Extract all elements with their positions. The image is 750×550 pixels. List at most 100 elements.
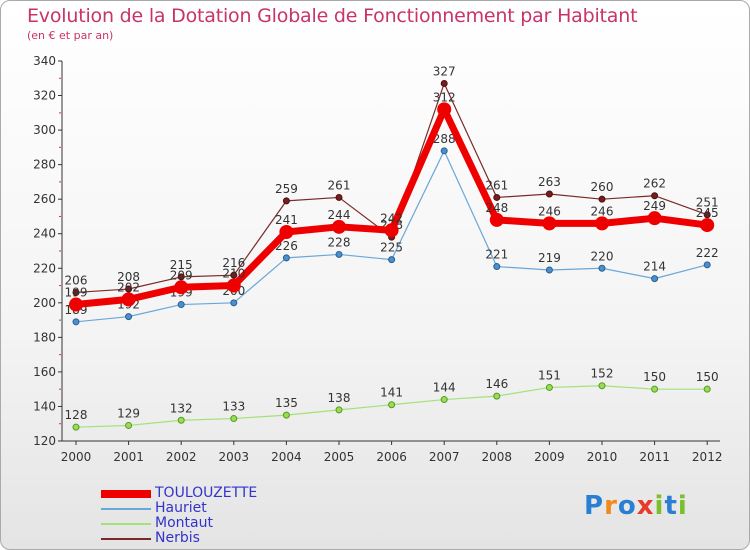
legend-label: TOULOUZETTE — [155, 485, 258, 501]
data-label-montaut: 141 — [380, 386, 403, 400]
data-point-hauriet — [125, 313, 133, 321]
data-label-hauriet: 214 — [643, 260, 666, 274]
data-point-hauriet — [388, 256, 396, 264]
chart-subtitle: (en € et par an) — [27, 29, 114, 42]
data-point-toulouzette — [69, 297, 83, 312]
data-point-montaut — [545, 383, 553, 391]
y-tick-label: 320 — [33, 89, 56, 103]
data-point-montaut — [335, 406, 343, 414]
data-label-nerbis: 261 — [328, 178, 351, 192]
data-label-toulouzette: 246 — [538, 204, 561, 218]
y-tick-label: 260 — [33, 192, 56, 206]
data-point-toulouzette — [647, 211, 662, 226]
data-point-hauriet — [651, 275, 659, 283]
y-tick-label: 160 — [33, 365, 56, 379]
series-toulouzette: 199 202 209 210 241 244 242 312 248 246 246 249 245 — [65, 90, 719, 312]
x-tick-label: 2007 — [429, 450, 460, 464]
data-label-hauriet: 288 — [433, 132, 456, 146]
data-label-toulouzette: 242 — [380, 211, 403, 225]
y-tick-label: 340 — [33, 54, 56, 68]
logo-letter: i — [654, 491, 665, 521]
logo-letter: o — [617, 491, 637, 521]
legend-swatch — [101, 522, 151, 525]
data-label-montaut: 146 — [485, 377, 508, 391]
data-point-montaut — [177, 416, 185, 424]
data-point-montaut — [440, 396, 448, 404]
data-point-nerbis — [493, 193, 501, 201]
data-label-nerbis: 251 — [696, 196, 719, 210]
data-point-nerbis — [545, 190, 553, 198]
data-label-montaut: 151 — [538, 368, 561, 382]
data-label-montaut: 152 — [591, 367, 614, 381]
y-tick-label: 140 — [33, 399, 56, 413]
data-point-nerbis — [335, 193, 343, 201]
data-point-montaut — [703, 385, 711, 393]
data-label-nerbis: 206 — [65, 273, 88, 287]
data-point-toulouzette — [121, 292, 136, 307]
data-label-toulouzette: 312 — [433, 90, 456, 104]
legend-item-toulouzette: TOULOUZETTE — [101, 486, 257, 501]
data-label-montaut: 150 — [643, 370, 666, 384]
logo-letter: x — [636, 491, 655, 521]
data-point-hauriet — [440, 147, 448, 155]
data-point-hauriet — [230, 299, 238, 307]
legend-label: Hauriet — [155, 500, 207, 516]
data-label-montaut: 150 — [696, 370, 719, 384]
data-point-toulouzette — [384, 223, 399, 238]
data-point-hauriet — [335, 250, 343, 258]
data-point-nerbis — [125, 285, 133, 293]
x-tick-label: 2011 — [639, 450, 670, 464]
x-tick-label: 2010 — [587, 450, 618, 464]
data-label-nerbis: 263 — [538, 175, 561, 189]
x-tick-label: 2005 — [324, 450, 355, 464]
x-tick-label: 2003 — [219, 450, 250, 464]
data-label-toulouzette: 246 — [591, 204, 614, 218]
logo-letter: i — [677, 491, 688, 521]
x-tick-label: 2009 — [534, 450, 565, 464]
data-point-toulouzette — [174, 280, 189, 295]
data-point-hauriet — [598, 264, 606, 272]
data-point-hauriet — [177, 301, 185, 309]
y-tick-label: 240 — [33, 227, 56, 241]
x-tick-label: 2008 — [482, 450, 513, 464]
data-point-montaut — [282, 411, 290, 419]
data-label-nerbis: 208 — [117, 270, 140, 284]
data-point-nerbis — [282, 197, 290, 205]
data-point-nerbis — [177, 273, 185, 281]
data-point-montaut — [125, 421, 133, 429]
data-label-hauriet: 222 — [696, 246, 719, 260]
data-label-montaut: 133 — [222, 400, 245, 414]
legend-label: Montaut — [155, 515, 213, 531]
data-point-montaut — [72, 423, 80, 431]
data-point-hauriet — [282, 254, 290, 262]
x-tick-label: 2012 — [692, 450, 723, 464]
y-tick-label: 280 — [33, 158, 56, 172]
data-point-toulouzette — [437, 102, 452, 117]
y-tick-label: 200 — [33, 296, 56, 310]
data-label-toulouzette: 244 — [328, 208, 351, 222]
data-label-montaut: 132 — [170, 401, 193, 415]
data-point-montaut — [493, 392, 501, 400]
y-tick-label: 220 — [33, 261, 56, 275]
data-label-toulouzette: 202 — [117, 280, 140, 294]
logo-letter: t — [664, 491, 678, 521]
data-label-nerbis: 215 — [170, 258, 193, 272]
data-label-hauriet: 225 — [380, 241, 403, 255]
y-tick-label: 180 — [33, 330, 56, 344]
data-point-toulouzette — [542, 216, 557, 231]
data-label-nerbis: 216 — [222, 256, 245, 270]
data-point-nerbis — [440, 79, 448, 87]
legend-label: Nerbis — [155, 530, 200, 546]
data-label-toulouzette: 245 — [696, 206, 719, 220]
data-label-nerbis: 327 — [433, 64, 456, 78]
data-label-montaut: 129 — [117, 406, 140, 420]
data-point-nerbis — [230, 271, 238, 279]
data-label-toulouzette: 210 — [222, 267, 245, 281]
data-label-toulouzette: 249 — [643, 199, 666, 213]
data-point-montaut — [598, 382, 606, 390]
data-point-montaut — [388, 401, 396, 409]
data-label-nerbis: 262 — [643, 177, 666, 191]
legend-swatch — [101, 507, 151, 510]
data-point-nerbis — [703, 211, 711, 219]
legend-swatch — [101, 489, 151, 498]
